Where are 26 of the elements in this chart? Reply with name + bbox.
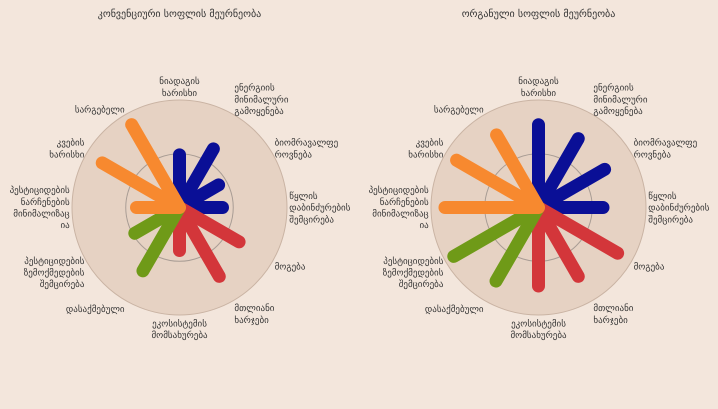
spoke-label: ბიომრავალფეროვნება: [274, 138, 339, 160]
spoke-label: მოგება: [634, 262, 665, 273]
spoke-label: სარგებელი: [434, 104, 484, 116]
spoke-label: დასაქმებული: [66, 304, 125, 315]
spoke-label: წყლის დაბინძურების შემცირება: [648, 190, 710, 226]
spoke-label: პესტიციდების ზემოქმედების შემცირება: [382, 256, 444, 290]
spoke-label: ნიადაგის ხარისხი: [518, 76, 560, 99]
spoke-label: მთლიანი ხარჯები: [234, 303, 275, 326]
spoke-label: კვების ხარისხი: [408, 138, 444, 160]
chart-title: ორგანული სოფლის მეურნეობა: [462, 8, 616, 20]
spoke-label: ეკოსისტემის მომსახურება: [510, 318, 567, 341]
spoke-label: დასაქმებული: [424, 304, 484, 315]
spoke-label: ეკოსისტემის მომსახურება: [151, 318, 208, 341]
spoke-label: მთლიანი ხარჯები: [593, 303, 634, 326]
spoke-label: პესტიციდების ნარჩენების მინიმალიზაცია: [10, 185, 70, 232]
spoke-label: ნიადაგის ხარისხი: [159, 76, 200, 99]
spoke-label: ენერგიის მინიმალური გამოყენება: [593, 82, 648, 117]
spoke-label: წყლის დაბინძურების შემცირება: [289, 190, 351, 226]
spoke-label: კვების ხარისხი: [49, 138, 85, 160]
spoke-label: მოგება: [274, 262, 306, 273]
spoke-label: ენერგიის მინიმალური გამოყენება: [234, 82, 289, 117]
spoke-label: სარგებელი: [74, 104, 125, 116]
spoke-label: პესტიციდების ნარჩენების მინიმალიზაცია: [368, 185, 430, 232]
spoke-label: ბიომრავალფეროვნება: [634, 138, 698, 160]
chart-title: კონვენციური სოფლის მეურნეობა: [98, 8, 262, 20]
spoke-label: პესტიციდების ზემოქმედების შემცირება: [24, 256, 85, 290]
